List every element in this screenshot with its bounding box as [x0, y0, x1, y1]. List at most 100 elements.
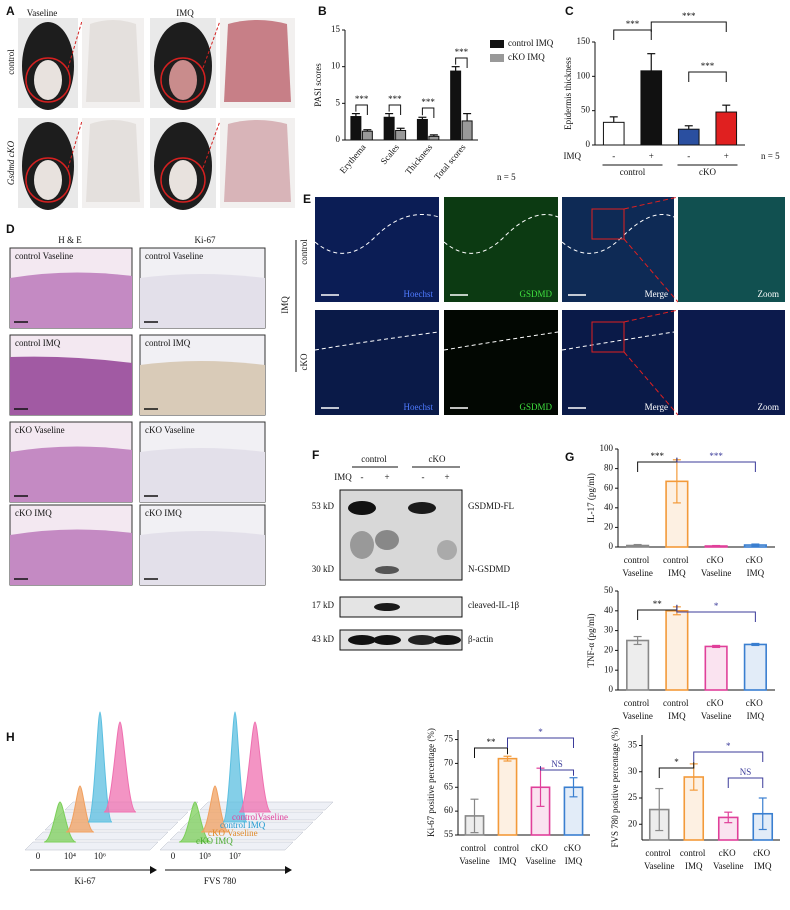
zoom-line [623, 351, 679, 416]
tick-label: 10⁴ [64, 851, 76, 861]
panel-label: G [565, 450, 574, 464]
y-tick-label: 100 [577, 70, 591, 80]
x-tick-label: cKO Vaseline [713, 848, 744, 871]
significance-label: NS [551, 759, 563, 769]
significance-bracket [727, 777, 764, 788]
legend-swatch [490, 40, 504, 48]
y-tick-label: 40 [604, 502, 614, 512]
row-label: Gsdmd cKO [6, 140, 16, 185]
significance-bracket [355, 104, 368, 115]
size-marker: 53 kD [312, 501, 335, 511]
x-tick-line: cKO [707, 698, 726, 708]
treatment-label: IMQ [334, 472, 352, 482]
circle-marker [160, 57, 206, 103]
x-tick-label: + [724, 151, 729, 161]
significance-label: NS [740, 767, 752, 777]
significance-bracket [507, 737, 574, 748]
band [375, 530, 399, 550]
size-marker: 43 kD [312, 634, 335, 644]
group-label: control [361, 454, 387, 464]
ki67-tissue [140, 448, 265, 502]
x-tick-label: control IMQ [680, 848, 708, 871]
significance-bracket [474, 747, 508, 758]
column-header: IMQ [176, 8, 194, 18]
row-label: control [299, 239, 309, 265]
x-tick-line: Vaseline [459, 856, 490, 866]
note: n = 5 [497, 172, 516, 182]
x-tick-label: cKO Vaseline [701, 555, 732, 578]
tick-label: 0 [36, 851, 41, 861]
x-tick-line: cKO [746, 698, 765, 708]
x-tick-label: Total scores [432, 142, 468, 182]
caption: cKO IMQ [145, 508, 182, 518]
x-tick-label: cKO IMQ [746, 555, 765, 578]
significance-label: * [726, 741, 731, 751]
x-tick-label: control IMQ [663, 698, 691, 721]
significance-label: *** [682, 11, 696, 21]
group-label: cKO [699, 167, 716, 177]
skin-sample [86, 20, 140, 102]
x-tick-line: Vaseline [644, 861, 675, 871]
y-tick-label: 30 [604, 625, 614, 635]
x-tick-line: control [663, 555, 691, 565]
band-label: N-GSDMD [468, 564, 511, 574]
y-tick-label: 0 [609, 541, 614, 551]
legend-entry: control IMQ [508, 38, 554, 48]
column-header: Ki-67 [195, 235, 216, 245]
shaved-skin [169, 60, 197, 100]
ki67-tissue [140, 274, 265, 328]
y-tick-label: 100 [600, 443, 614, 453]
legend-entry: controlVaseline [232, 812, 288, 822]
shaved-skin [34, 60, 62, 100]
histogram-peak [65, 785, 95, 833]
significance-bracket [650, 21, 727, 32]
bar [743, 643, 767, 691]
bar [361, 130, 373, 141]
band [433, 635, 461, 645]
treatment-label: IMQ [280, 296, 290, 314]
sign: - [361, 472, 364, 482]
panel-label: E [303, 192, 311, 206]
band [437, 540, 457, 560]
band [350, 531, 374, 559]
bar [640, 70, 663, 146]
legend-entry: cKO Vaseline [208, 828, 258, 838]
y-axis-label: TNF-α (pg/ml) [586, 614, 596, 668]
x-tick-line: Vaseline [701, 568, 732, 578]
band [373, 635, 401, 645]
channel-label: Zoom [758, 289, 780, 299]
circle-marker [25, 157, 71, 203]
sign: + [384, 472, 389, 482]
band-label: β-actin [468, 634, 494, 644]
band [375, 566, 399, 574]
channel-label: Zoom [758, 402, 780, 412]
bar [350, 116, 362, 141]
histogram-peak [200, 785, 230, 833]
x-tick-line: Vaseline [713, 861, 744, 871]
significance-bracket [613, 29, 652, 40]
x-tick-line: cKO [719, 848, 738, 858]
x-tick-label: control IMQ [494, 843, 522, 866]
bar [677, 128, 700, 146]
boundary [561, 331, 675, 351]
y-axis-label: Epidermis thickness [563, 57, 573, 130]
x-tick-label: - [687, 151, 690, 161]
circle-marker [25, 57, 71, 103]
x-tick-line: cKO [531, 843, 550, 853]
x-tick-line: control [645, 848, 673, 858]
bar [383, 116, 395, 141]
channel-label: Merge [645, 289, 668, 299]
row-label: cKO [299, 353, 309, 370]
significance-bracket [388, 104, 402, 115]
caption: cKO IMQ [15, 508, 52, 518]
arrow-head [150, 866, 157, 874]
legend-entry: cKO IMQ [196, 836, 233, 846]
x-tick-line: Vaseline [701, 711, 732, 721]
channel-label: GSDMD [519, 289, 552, 299]
fluorescence-image [562, 310, 674, 415]
fluorescence-image [444, 197, 558, 302]
y-tick-label: 70 [444, 757, 454, 767]
significance-label: ** [487, 737, 497, 747]
ki67-tissue [140, 531, 265, 585]
